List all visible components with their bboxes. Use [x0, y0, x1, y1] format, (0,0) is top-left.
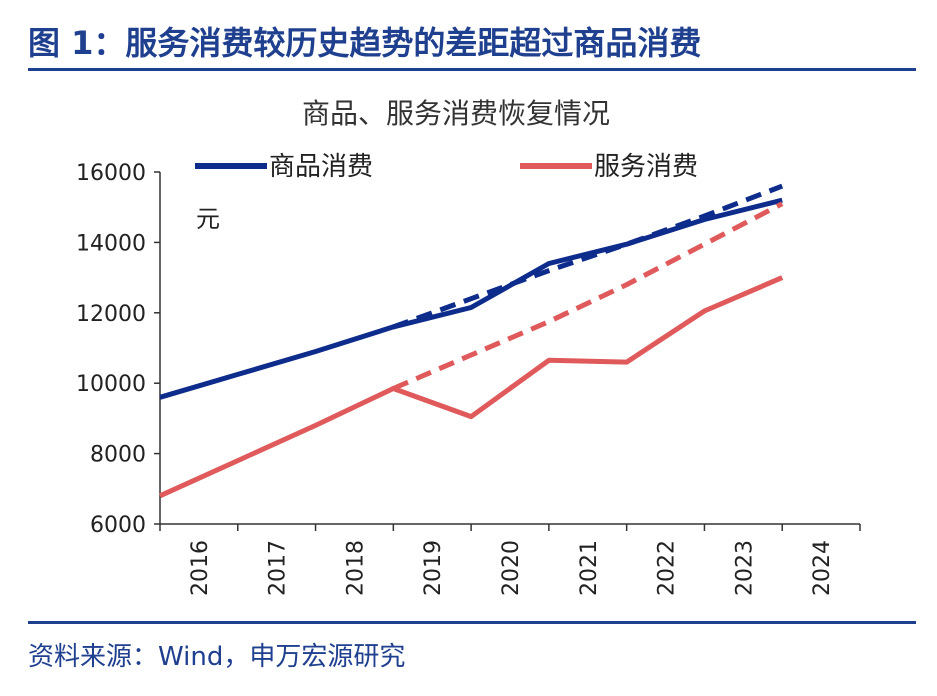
x-tick-label: 2020: [499, 540, 524, 596]
x-tick-label: 2019: [421, 540, 446, 596]
x-tick-label: 2024: [810, 540, 835, 596]
chart-title: 商品、服务消费恢复情况: [302, 97, 610, 130]
legend-label: 商品消费: [269, 152, 373, 182]
y-tick-label: 6000: [90, 513, 146, 538]
y-tick-label: 12000: [76, 302, 146, 327]
axes: 6000 8000 10000 12000 14000 16000 2016 2017 2018…: [76, 161, 861, 596]
y-tick-label: 8000: [90, 443, 146, 468]
x-tick-label: 2016: [188, 540, 213, 596]
y-tick-label: 10000: [76, 372, 146, 397]
top-rule: [28, 68, 916, 71]
x-tick-label: 2021: [577, 540, 602, 596]
trend-line-3: [392, 201, 784, 391]
figure-title: 图 1：服务消费较历史趋势的差距超过商品消费: [28, 24, 702, 62]
x-tick-label: 2018: [343, 540, 368, 596]
legend: 商品消费 服务消费: [195, 152, 698, 182]
unit-label: 元: [196, 205, 220, 233]
y-tick-label: 14000: [76, 231, 146, 256]
x-tick-label: 2017: [266, 540, 291, 596]
legend-label: 服务消费: [594, 152, 698, 182]
x-tick-label: 2023: [732, 540, 757, 596]
bottom-rule: [28, 621, 916, 624]
y-tick-label: 16000: [76, 161, 146, 186]
source-note: 资料来源：Wind，申万宏源研究: [28, 642, 406, 672]
line-chart: 商品、服务消费恢复情况 元 商品消费 服务消费 6000 8000 10000 1200…: [76, 97, 861, 596]
series-group: [158, 183, 784, 499]
trend-line-1: [392, 183, 784, 330]
series-line-2: [158, 275, 784, 499]
x-tick-label: 2022: [655, 540, 680, 596]
